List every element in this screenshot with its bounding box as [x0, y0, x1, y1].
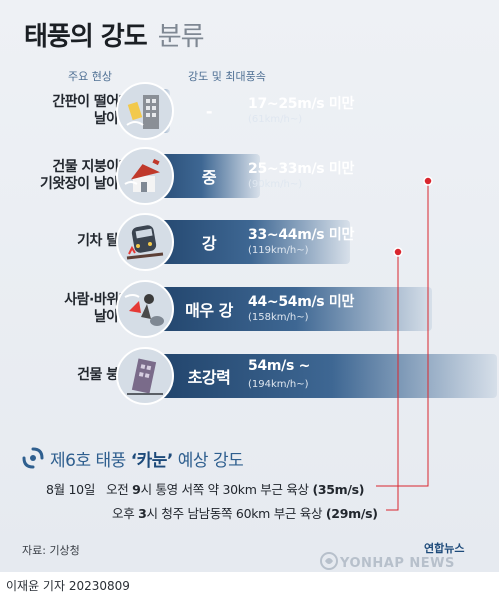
grade-label: 중: [201, 168, 217, 187]
typhoon-section-title: 제6호 태풍 ‘카눈’ 예상 강도: [22, 446, 244, 471]
source-label: 자료: 기상청: [22, 544, 80, 557]
grade-label: 초강력: [187, 368, 231, 387]
collapsed-building-icon: [116, 347, 174, 405]
typhoon-title-prefix: 제6호 태풍: [50, 450, 131, 471]
signboard-building-icon: [116, 82, 174, 140]
title-sub: 분류: [157, 22, 205, 52]
house-roof-icon: [116, 147, 174, 205]
infographic: 태풍의 강도 분류 주요 현상 강도 및 최대풍속 간판이 떨어져 날아감: [0, 0, 499, 572]
title-main: 태풍의 강도: [24, 22, 148, 52]
intensity-row: 기차 탈선 강 33~44m/s 미만 (119km/h~): [0, 213, 499, 271]
intensity-row: 간판이 떨어져 날아감 - 17~25m/s 미만 (61km/h~): [0, 82, 499, 140]
person-wind-icon: [116, 280, 174, 338]
credit-line: 이재윤 기자 20230809: [6, 579, 130, 593]
page-title: 태풍의 강도 분류: [24, 16, 205, 56]
kmh-label: (158km/h~): [248, 312, 309, 323]
speed-label: 44~54m/s 미만: [248, 294, 355, 310]
column-header-intensity: 강도 및 최대풍속: [188, 70, 266, 83]
grade-label: 강: [201, 234, 217, 253]
grade-label: -: [205, 101, 213, 121]
typhoon-title-text: 제6호 태풍 ‘카눈’ 예상 강도: [50, 446, 244, 471]
event-date: 8월 10일: [46, 482, 96, 497]
yonhap-logo-icon: [320, 552, 338, 570]
intensity-row: 사람·바위가 날아감 매우 강 44~54m/s 미만 (158km/h~): [0, 280, 499, 338]
kmh-label: (90km/h~): [248, 179, 303, 190]
column-header-phenomenon: 주요 현상: [68, 70, 112, 83]
event-time-num: 9: [132, 482, 141, 497]
intensity-chart: 간판이 떨어져 날아감 - 17~25m/s 미만 (61km/h~): [0, 82, 499, 405]
event-time-post: 시: [140, 482, 153, 497]
phenomenon-line: 건물 지붕이나: [52, 158, 131, 175]
phenomenon-line: 사람·바위가: [64, 291, 131, 308]
kmh-label: (194km/h~): [248, 379, 309, 390]
intensity-row: 건물 붕괴 초강력 54m/s ~ (194km/h~): [0, 347, 499, 405]
event-speed: (35m/s): [312, 482, 365, 497]
logo-english: YONHAP NEWS: [340, 556, 455, 571]
train-icon: [116, 213, 174, 271]
speed-label: 33~44m/s 미만: [248, 227, 355, 243]
event-time-post: 시: [146, 506, 158, 521]
event-line-2: 오후 3시 청주 남남동쪽 60km 부근 육상 (29m/s): [112, 503, 378, 522]
event-time-pre: 오후: [112, 506, 139, 521]
event-time-pre: 오전: [106, 482, 133, 497]
kmh-label: (119km/h~): [248, 245, 309, 256]
speed-label: 17~25m/s 미만: [248, 96, 355, 112]
event-speed: (29m/s): [325, 506, 378, 521]
event-place: 통영 서쪽 약 30km 부근 육상: [155, 482, 309, 497]
grade-label: 매우 강: [185, 301, 233, 320]
logo-korean: 연합뉴스: [424, 542, 465, 555]
speed-label: 25~33m/s 미만: [248, 161, 355, 177]
kmh-label: (61km/h~): [248, 114, 303, 125]
typhoon-title-suffix: 예상 강도: [172, 450, 244, 471]
event-place: 청주 남남동쪽 60km 부근 육상: [161, 506, 323, 521]
intensity-row: 건물 지붕이나 기왓장이 날아감 중 25~33m/s 미만 (90km/h~): [0, 147, 499, 205]
typhoon-name: ‘카눈’: [130, 450, 174, 471]
bar-4: [130, 354, 497, 398]
phenomenon-line: 기왓장이 날아감: [39, 176, 132, 192]
phenomenon-line: 간판이 떨어져: [52, 93, 131, 110]
event-line-1: 8월 10일 오전 9시 통영 서쪽 약 30km 부근 육상 (35m/s): [46, 479, 365, 498]
typhoon-spiral-icon: [22, 447, 44, 469]
phenomenon-label: 건물 지붕이나 기왓장이 날아감: [39, 154, 132, 198]
event-time-num: 3: [138, 506, 147, 521]
speed-label: 54m/s ~: [248, 358, 311, 374]
